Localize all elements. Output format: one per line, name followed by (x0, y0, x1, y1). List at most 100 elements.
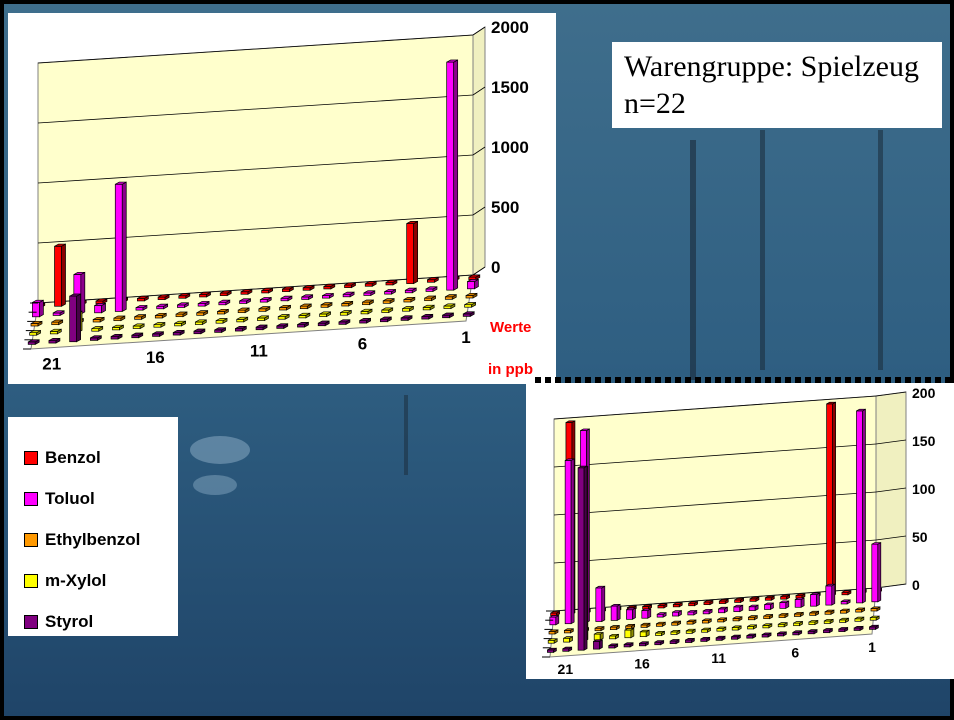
bar-m-xylol-8 (319, 311, 331, 318)
bar-ethylbenzol-2 (444, 294, 457, 300)
bar-front (323, 286, 332, 290)
bar-top (871, 542, 881, 545)
bar-front (240, 291, 249, 295)
bar-side (413, 220, 419, 285)
bar-toluol-11 (259, 296, 272, 303)
bar-front (51, 321, 60, 326)
bar-top (779, 600, 789, 603)
legend-label: Styrol (45, 611, 94, 631)
gridline-side (472, 266, 486, 276)
bar-front (701, 629, 708, 633)
bar-top (445, 294, 457, 298)
bar-top (855, 607, 865, 610)
bar-m-xylol-22 (29, 329, 41, 336)
bar-front (259, 299, 268, 303)
bar-top (175, 311, 188, 315)
bar-front (623, 644, 631, 648)
bar-front (826, 403, 833, 597)
bar-m-xylol-14 (670, 629, 681, 636)
x-tick-label: 16 (634, 655, 650, 671)
bar-top (794, 611, 804, 615)
bar-top (746, 633, 756, 637)
x-tick-label: 6 (791, 644, 799, 660)
gridline (553, 491, 877, 516)
bar-front (427, 279, 435, 283)
bar-side (601, 585, 606, 623)
bar-side (816, 592, 820, 607)
bar-toluol-2 (446, 59, 459, 291)
bar-styrol-19 (89, 335, 102, 341)
bar-front (839, 610, 847, 614)
legend-label: Benzol (45, 447, 101, 467)
bar-front (156, 305, 165, 310)
bar-top (193, 328, 206, 332)
y-tick-label: 100 (912, 481, 936, 497)
bar-benzol-11 (718, 598, 729, 605)
bar-front (685, 630, 693, 634)
bar-top (29, 330, 41, 334)
bar-m-xylol-12 (701, 627, 711, 633)
bar-top (685, 638, 695, 641)
bar-top (300, 303, 312, 307)
y-tick-label: 0 (912, 577, 920, 593)
bar-front (688, 602, 695, 607)
bar-front (154, 315, 163, 319)
bar-m-xylol-21 (563, 636, 573, 643)
bar-m-xylol-9 (298, 312, 311, 319)
bar-ethylbenzol-22 (30, 320, 43, 327)
bar-toluol-8 (764, 602, 774, 611)
bar-front (137, 298, 145, 302)
bar-ethylbenzol-19 (594, 625, 605, 632)
bar-styrol-13 (214, 327, 226, 333)
bar-ethylbenzol-11 (717, 617, 728, 623)
legend-swatch (24, 614, 38, 629)
bar-front (718, 600, 726, 604)
bar-front (424, 297, 432, 302)
bar-toluol-3 (840, 599, 851, 605)
bar-top (610, 625, 620, 628)
bar-benzol-15 (657, 603, 668, 609)
bar-top (795, 593, 806, 596)
title-line-2: n=22 (624, 87, 686, 120)
bar-front (870, 608, 878, 612)
bar-top (402, 306, 414, 310)
bar-side (616, 603, 621, 622)
bar-front (404, 289, 413, 294)
bar-front (793, 613, 801, 617)
bar-styrol-6 (359, 317, 371, 324)
bar-styrol-1 (462, 311, 475, 317)
bar-front (626, 609, 633, 620)
bar-toluol-19 (595, 585, 606, 623)
bar-top (687, 610, 697, 613)
legend-label: Toluol (45, 488, 95, 508)
bar-styrol-10 (276, 323, 289, 329)
bar-top (443, 303, 456, 307)
legend-label: Ethylbenzol (45, 529, 141, 549)
bar-top (110, 334, 123, 337)
bar-top (51, 319, 63, 323)
bar-top (344, 282, 356, 286)
bar-m-xylol-5 (381, 307, 394, 314)
bar-benzol-3 (427, 276, 439, 283)
bar-front (360, 311, 369, 315)
bar-side (862, 408, 866, 604)
bar-styrol-2 (853, 625, 864, 632)
bar-front (30, 323, 39, 327)
bar-front (113, 317, 122, 322)
bar-front (257, 317, 265, 321)
bar-top (824, 609, 835, 613)
bar-styrol-16 (152, 331, 164, 337)
bar-benzol-6 (795, 593, 806, 599)
bar-front (379, 318, 388, 323)
bar-front (548, 631, 556, 635)
bar-front (763, 615, 771, 620)
bar-front (670, 631, 678, 635)
bar-m-xylol-21 (49, 328, 62, 335)
bar-ethylbenzol-9 (747, 615, 758, 621)
main-chart-panel: 0 500 1000 1500 2000 1 6 11 16 21 Werte in ppb (8, 13, 556, 384)
bar-top (30, 320, 43, 324)
y-tick-label: 2000 (491, 18, 529, 37)
bar-top (549, 615, 559, 618)
bar-top (196, 310, 208, 314)
bar-front (549, 616, 557, 626)
